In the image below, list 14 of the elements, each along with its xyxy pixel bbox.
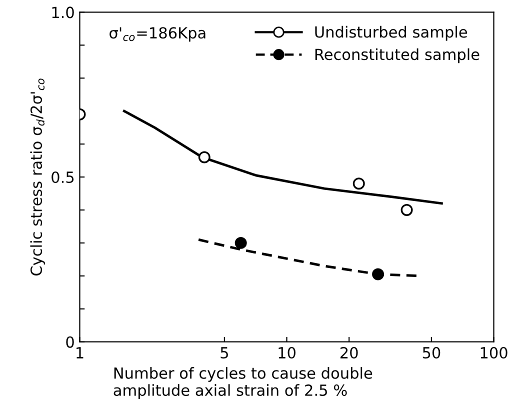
x-axis-title: Number of cycles to cause double amplitude axial strain of 2.5 % xyxy=(114,367,372,399)
x-tick-label: 20 xyxy=(340,346,358,359)
x-tick-label: 50 xyxy=(422,346,440,359)
y-tick-label: 1.0 xyxy=(52,6,74,18)
annotation: σ'$_{co}$=186Kpa xyxy=(110,27,206,42)
x-tick-label: 1 xyxy=(76,347,84,358)
y-tick-label: 0.5 xyxy=(52,171,74,184)
y-tick-label: 0 xyxy=(66,336,74,348)
x-tick-label: 5 xyxy=(220,347,228,359)
x-tick-label: 100 xyxy=(480,346,508,359)
legend-label: Undisturbed sample xyxy=(315,26,468,41)
legend-label: Reconstituted sample xyxy=(315,48,480,64)
x-tick-label: 10 xyxy=(278,346,296,359)
y-axis-title: Cyclic stress ratio σ$_{d}$/2σ'$_{co}$ xyxy=(30,78,46,276)
